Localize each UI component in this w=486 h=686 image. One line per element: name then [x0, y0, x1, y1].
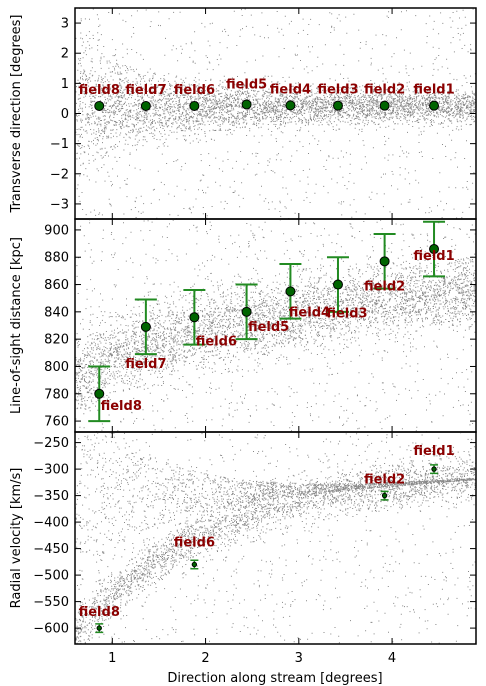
point-field7 [140, 100, 151, 111]
y-tick-label: 880 [44, 251, 69, 266]
y-tick-label: −250 [33, 436, 69, 451]
point-field2 [379, 256, 390, 267]
point-label-field8: field8 [101, 399, 142, 414]
point-field8 [96, 625, 102, 631]
point-label-field8: field8 [79, 83, 120, 98]
y-tick-label: 0 [61, 107, 69, 122]
point-label-field1: field1 [413, 83, 454, 98]
point-label-field4: field4 [289, 305, 330, 320]
background-particles [75, 432, 476, 644]
point-field7 [140, 321, 151, 332]
y-tick-label: 860 [44, 278, 69, 293]
point-label-field5: field5 [226, 77, 267, 92]
background-particles [75, 8, 476, 219]
y-tick-label: −350 [33, 489, 69, 504]
point-field4 [285, 286, 296, 297]
point-label-field4: field4 [270, 82, 311, 97]
point-field4 [285, 100, 296, 111]
point-label-field7: field7 [125, 357, 166, 372]
point-field3 [332, 100, 343, 111]
y-tick-label: −300 [33, 463, 69, 478]
axes-frame [74, 431, 477, 645]
point-field5 [241, 306, 252, 317]
y-tick-label: −1 [50, 137, 69, 152]
point-field8 [94, 388, 105, 399]
y-tick-label: −600 [33, 622, 69, 637]
y-axis-label: Radial velocity [km/s] [9, 468, 24, 609]
x-tick-label: 4 [388, 651, 396, 666]
y-tick-label: 840 [44, 305, 69, 320]
point-label-field1: field1 [413, 444, 454, 459]
y-tick-label: 2 [61, 47, 69, 62]
y-tick-label: 3 [61, 17, 69, 32]
y-tick-label: −2 [50, 167, 69, 182]
point-field1 [429, 100, 440, 111]
y-tick-label: −550 [33, 595, 69, 610]
point-label-field6: field6 [174, 83, 215, 98]
point-field5 [241, 99, 252, 110]
y-tick-label: −3 [50, 197, 69, 212]
y-tick-label: 820 [44, 333, 69, 348]
point-field6 [189, 100, 200, 111]
point-label-field3: field3 [317, 83, 358, 98]
point-field1 [429, 244, 440, 255]
point-field2 [381, 492, 388, 499]
y-tick-label: 1 [61, 77, 69, 92]
panel-transverse: −3 −2 −1 0 1 2 3 Transverse direction [degrees]… [9, 7, 477, 220]
point-label-field2: field2 [364, 473, 405, 488]
y-tick-label: 800 [44, 360, 69, 375]
y-tick-label: 780 [44, 387, 69, 402]
x-tick-label: 2 [201, 651, 209, 666]
panel-velocity: −600 −550 −500 −450 −400 −350 −300 −250 1 2 3 4 Radi… [9, 431, 477, 666]
y-tick-label: −450 [33, 542, 69, 557]
point-label-field1: field1 [413, 249, 454, 264]
y-tick-label: −400 [33, 516, 69, 531]
point-field6 [191, 561, 198, 568]
point-label-field6: field6 [196, 334, 237, 349]
x-axis-label: Direction along stream [degrees] [167, 671, 382, 686]
point-label-field2: field2 [364, 83, 405, 98]
point-field3 [332, 279, 343, 290]
y-axis-label: Transverse direction [degrees] [9, 15, 24, 214]
y-tick-label: 900 [44, 223, 69, 238]
point-label-field7: field7 [125, 83, 166, 98]
point-label-field2: field2 [364, 279, 405, 294]
y-tick-label: 760 [44, 415, 69, 430]
point-field1 [431, 466, 437, 472]
point-label-field8: field8 [79, 605, 120, 620]
y-tick-label: −500 [33, 569, 69, 584]
point-field8 [94, 100, 105, 111]
y-axis-label: Line-of-sight distance [kpc] [9, 237, 24, 414]
panel-distance: 760 780 800 820 840 860 880 900 Line-of-sight di… [9, 218, 477, 433]
point-label-field3: field3 [326, 307, 367, 322]
x-tick-label: 1 [108, 651, 116, 666]
point-field6 [189, 312, 200, 323]
point-label-field6: field6 [174, 536, 215, 551]
point-label-field5: field5 [248, 320, 289, 335]
point-field2 [379, 100, 390, 111]
x-tick-label: 3 [295, 651, 303, 666]
